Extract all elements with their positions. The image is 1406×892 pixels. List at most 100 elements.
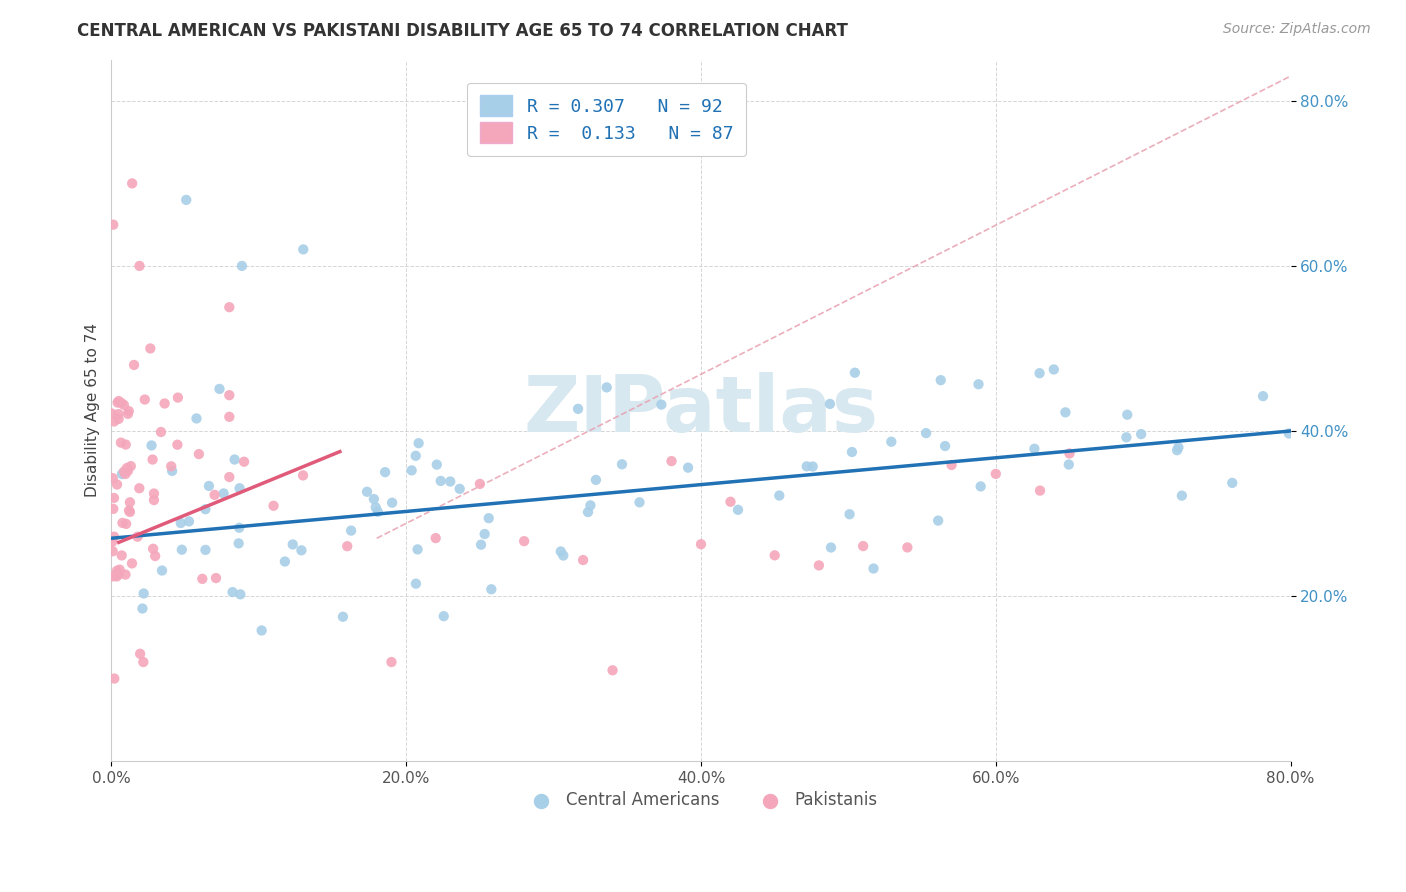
Point xyxy=(112,398,135,412)
Point xyxy=(602,663,624,677)
Point xyxy=(107,567,129,582)
Point xyxy=(228,536,250,550)
Text: ZIPatlas: ZIPatlas xyxy=(523,372,879,449)
Point xyxy=(281,537,304,551)
Point xyxy=(101,544,124,558)
Point xyxy=(838,507,860,521)
Point xyxy=(153,396,176,410)
Point xyxy=(103,530,125,544)
Point xyxy=(429,474,451,488)
Point xyxy=(198,479,221,493)
Point xyxy=(101,534,124,549)
Point xyxy=(101,569,124,583)
Point xyxy=(143,493,166,508)
Point xyxy=(1167,441,1189,455)
Point xyxy=(367,505,389,519)
Point xyxy=(468,476,491,491)
Point xyxy=(107,412,129,426)
Point xyxy=(149,425,172,439)
Point xyxy=(221,585,243,599)
Point xyxy=(650,398,672,412)
Point xyxy=(122,358,145,372)
Point xyxy=(224,452,246,467)
Point xyxy=(111,549,134,563)
Point xyxy=(212,486,235,500)
Point xyxy=(479,582,502,597)
Point xyxy=(170,516,193,530)
Point xyxy=(218,470,240,484)
Point xyxy=(194,542,217,557)
Point xyxy=(567,401,589,416)
Point xyxy=(408,436,430,450)
Point xyxy=(100,406,122,420)
Point xyxy=(405,449,427,463)
Point xyxy=(844,366,866,380)
Point xyxy=(513,534,536,549)
Point xyxy=(579,499,602,513)
Point xyxy=(610,457,633,471)
Point xyxy=(108,563,131,577)
Point xyxy=(550,544,572,558)
Point xyxy=(336,539,359,553)
Point xyxy=(364,500,387,515)
Point xyxy=(292,468,315,483)
Point xyxy=(263,499,285,513)
Point xyxy=(818,397,841,411)
Point xyxy=(111,467,134,481)
Point xyxy=(727,503,749,517)
Point xyxy=(381,496,404,510)
Point xyxy=(174,193,197,207)
Point xyxy=(406,542,429,557)
Point xyxy=(143,486,166,500)
Point xyxy=(160,459,183,474)
Legend: Central Americans, Pakistanis: Central Americans, Pakistanis xyxy=(517,785,884,816)
Point xyxy=(1116,408,1139,422)
Point xyxy=(927,514,949,528)
Point xyxy=(110,435,132,450)
Point xyxy=(896,541,918,555)
Point xyxy=(127,530,149,544)
Point xyxy=(142,452,165,467)
Point xyxy=(405,576,427,591)
Point xyxy=(121,177,143,191)
Point xyxy=(150,564,173,578)
Point xyxy=(801,459,824,474)
Point xyxy=(439,475,461,489)
Point xyxy=(117,407,139,421)
Point xyxy=(103,672,125,686)
Point xyxy=(929,373,952,387)
Point xyxy=(114,437,136,451)
Point xyxy=(160,464,183,478)
Point xyxy=(862,561,884,575)
Point xyxy=(142,541,165,556)
Point xyxy=(290,543,312,558)
Point xyxy=(1043,362,1066,376)
Point xyxy=(117,464,139,478)
Point xyxy=(218,300,240,314)
Y-axis label: Disability Age 65 to 74: Disability Age 65 to 74 xyxy=(86,323,100,498)
Point xyxy=(880,434,903,449)
Point xyxy=(139,342,162,356)
Point xyxy=(796,459,818,474)
Point xyxy=(1057,458,1080,472)
Point xyxy=(1171,489,1194,503)
Point xyxy=(115,516,138,531)
Point xyxy=(132,586,155,600)
Point xyxy=(114,467,136,481)
Point xyxy=(1029,483,1052,498)
Point xyxy=(118,503,141,517)
Point xyxy=(177,515,200,529)
Point xyxy=(292,243,315,257)
Point xyxy=(121,557,143,571)
Point xyxy=(426,458,449,472)
Point xyxy=(132,655,155,669)
Point xyxy=(1130,427,1153,442)
Point xyxy=(110,396,132,410)
Point xyxy=(107,394,129,409)
Point xyxy=(105,569,128,583)
Point xyxy=(915,426,938,441)
Point xyxy=(114,567,136,582)
Point xyxy=(204,488,226,502)
Point xyxy=(228,521,250,535)
Point xyxy=(118,505,141,519)
